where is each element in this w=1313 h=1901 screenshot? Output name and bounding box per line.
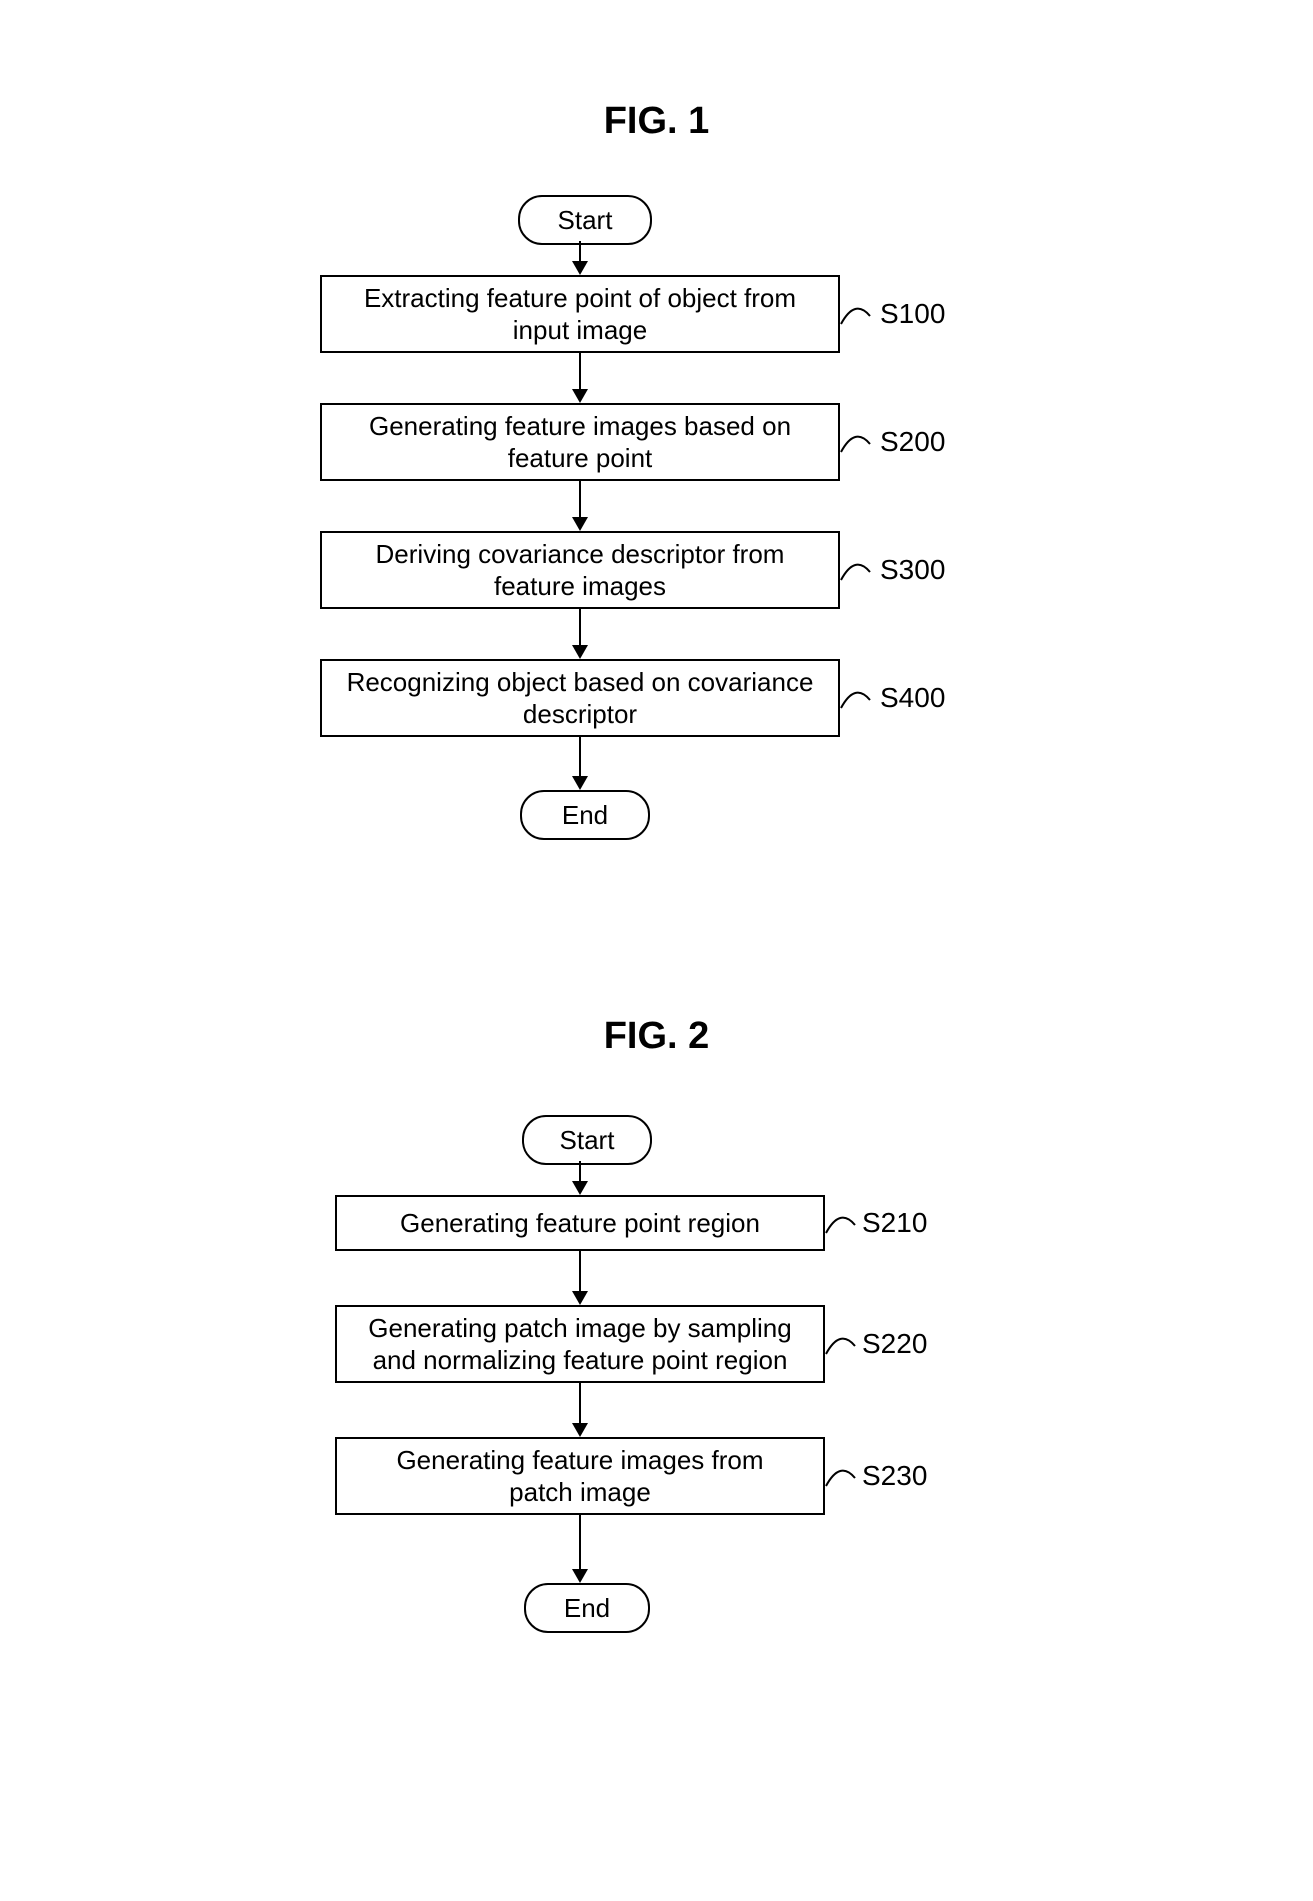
fig1-label-s100: S100 bbox=[880, 298, 945, 330]
arrow-head-icon bbox=[572, 517, 588, 531]
fig1-step-s200: Generating feature images based onfeatur… bbox=[320, 403, 840, 481]
arrow-line bbox=[579, 1161, 581, 1183]
fig1-label-s200: S200 bbox=[880, 426, 945, 458]
arrow-line bbox=[579, 1383, 581, 1425]
arrow-head-icon bbox=[572, 1291, 588, 1305]
fig1-step-s400: Recognizing object based on covariancede… bbox=[320, 659, 840, 737]
arrow-line bbox=[579, 737, 581, 778]
arrow-head-icon bbox=[572, 1423, 588, 1437]
arrow-head-icon bbox=[572, 1569, 588, 1583]
leader-curve bbox=[840, 302, 874, 330]
fig1-step-s100: Extracting feature point of object fromi… bbox=[320, 275, 840, 353]
fig2-label-s220: S220 bbox=[862, 1328, 927, 1360]
leader-curve bbox=[825, 1211, 859, 1239]
arrow-head-icon bbox=[572, 776, 588, 790]
leader-curve bbox=[840, 558, 874, 586]
arrow-line bbox=[579, 1251, 581, 1293]
fig2-end: End bbox=[524, 1583, 650, 1633]
leader-curve bbox=[825, 1464, 859, 1492]
fig1-label-s300: S300 bbox=[880, 554, 945, 586]
arrow-head-icon bbox=[572, 1181, 588, 1195]
fig2-title: FIG. 2 bbox=[0, 1015, 1313, 1058]
fig1-label-s400: S400 bbox=[880, 682, 945, 714]
arrow-line bbox=[579, 1515, 581, 1571]
fig2-step-s220: Generating patch image by samplingand no… bbox=[335, 1305, 825, 1383]
arrow-line bbox=[579, 481, 581, 519]
leader-curve bbox=[840, 430, 874, 458]
fig2-label-s210: S210 bbox=[862, 1207, 927, 1239]
page: FIG. 1 Start Extracting feature point of… bbox=[0, 0, 1313, 1901]
arrow-line bbox=[579, 241, 581, 263]
arrow-line bbox=[579, 609, 581, 647]
arrow-line bbox=[579, 353, 581, 391]
leader-curve bbox=[825, 1332, 859, 1360]
fig1-step-s300: Deriving covariance descriptor fromfeatu… bbox=[320, 531, 840, 609]
fig2-step-s230: Generating feature images frompatch imag… bbox=[335, 1437, 825, 1515]
fig2-step-s210: Generating feature point region bbox=[335, 1195, 825, 1251]
fig1-start: Start bbox=[518, 195, 652, 245]
fig1-title: FIG. 1 bbox=[0, 100, 1313, 143]
fig2-label-s230: S230 bbox=[862, 1460, 927, 1492]
fig1-end: End bbox=[520, 790, 650, 840]
leader-curve bbox=[840, 686, 874, 714]
arrow-head-icon bbox=[572, 389, 588, 403]
arrow-head-icon bbox=[572, 645, 588, 659]
fig2-start: Start bbox=[522, 1115, 652, 1165]
arrow-head-icon bbox=[572, 261, 588, 275]
